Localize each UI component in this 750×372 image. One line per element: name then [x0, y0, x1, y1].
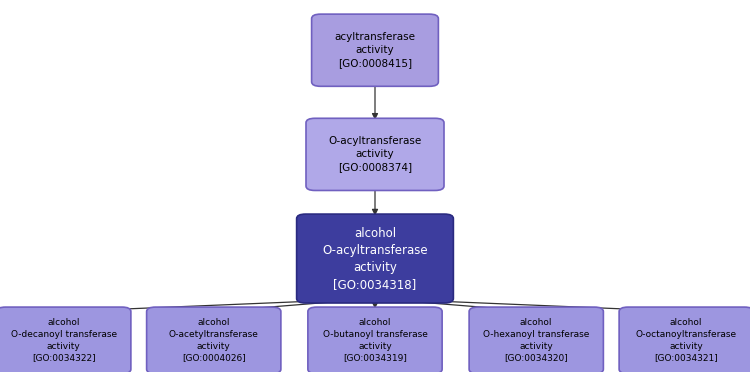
Text: alcohol
O-acetyltransferase
activity
[GO:0004026]: alcohol O-acetyltransferase activity [GO… [169, 318, 259, 363]
Text: alcohol
O-decanoyl transferase
activity
[GO:0034322]: alcohol O-decanoyl transferase activity … [10, 318, 117, 363]
FancyBboxPatch shape [0, 307, 130, 372]
Text: alcohol
O-acyltransferase
activity
[GO:0034318]: alcohol O-acyltransferase activity [GO:0… [322, 227, 428, 291]
FancyBboxPatch shape [308, 307, 442, 372]
Text: O-acyltransferase
activity
[GO:0008374]: O-acyltransferase activity [GO:0008374] [328, 136, 422, 173]
Text: alcohol
O-octanoyltransferase
activity
[GO:0034321]: alcohol O-octanoyltransferase activity [… [636, 318, 736, 363]
FancyBboxPatch shape [312, 14, 438, 86]
Text: alcohol
O-hexanoyl transferase
activity
[GO:0034320]: alcohol O-hexanoyl transferase activity … [483, 318, 590, 363]
Text: alcohol
O-butanoyl transferase
activity
[GO:0034319]: alcohol O-butanoyl transferase activity … [322, 318, 428, 363]
FancyBboxPatch shape [306, 118, 444, 190]
FancyBboxPatch shape [470, 307, 603, 372]
FancyBboxPatch shape [146, 307, 280, 372]
FancyBboxPatch shape [620, 307, 750, 372]
Text: acyltransferase
activity
[GO:0008415]: acyltransferase activity [GO:0008415] [334, 32, 416, 68]
FancyBboxPatch shape [296, 214, 453, 303]
